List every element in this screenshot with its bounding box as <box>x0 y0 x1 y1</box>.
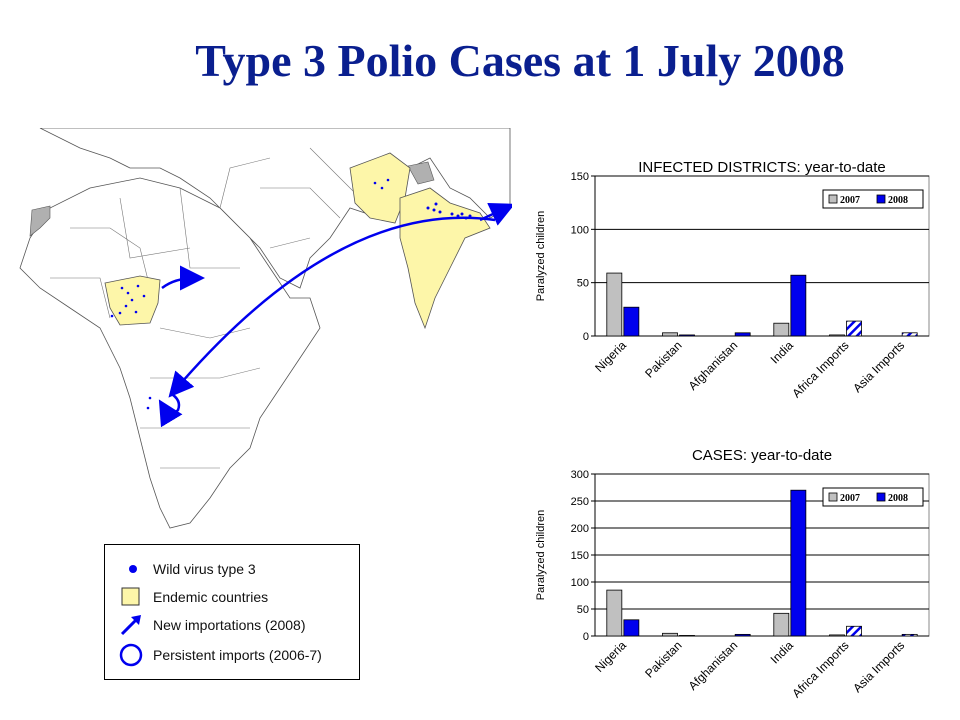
legend-label-2008: 2008 <box>888 195 908 206</box>
import-arrow-nigeria <box>161 265 205 291</box>
bar-2008-india <box>790 274 807 337</box>
landmass-africa <box>19 177 321 529</box>
bar-2008-africa-imports <box>846 625 862 637</box>
legend-label: New importations (2008) <box>153 617 306 633</box>
legend-label: Endemic countries <box>153 589 269 605</box>
legend-label-2007: 2007 <box>840 493 860 504</box>
x-tick-label: Asia Imports <box>850 638 907 695</box>
import-arrow-india-to-africa <box>168 216 496 398</box>
x-tick-label: Nigeria <box>592 638 629 675</box>
y-tick-label: 100 <box>571 577 589 589</box>
bar-2007-africa-imports <box>829 634 845 637</box>
y-tick-label: 300 <box>571 469 589 481</box>
country-borders <box>50 147 361 469</box>
grey-region-asia <box>407 161 435 185</box>
x-tick-label: Nigeria <box>592 338 629 375</box>
x-tick-label: Afghanistan <box>686 638 741 693</box>
bar-2008-india <box>790 489 807 637</box>
legend-row-endemic: Endemic countries <box>105 587 359 607</box>
bar-2007-nigeria <box>606 589 623 637</box>
chart-cases: CASES: year-to-date 0 50 100 150 200 250 300 Par… <box>535 447 930 700</box>
y-tick-label: 200 <box>571 523 589 535</box>
dot-icon <box>129 565 137 573</box>
bar-2007-india <box>773 612 790 637</box>
x-tick-label: Pakistan <box>642 338 684 380</box>
yellow-swatch-icon <box>121 587 140 606</box>
legend-label-2007: 2007 <box>840 195 860 206</box>
legend-row-persistent-imports: Persistent imports (2006-7) <box>105 643 359 667</box>
x-tick-label: Asia Imports <box>850 338 907 395</box>
bar-2008-pakistan <box>679 635 695 637</box>
bar-2008-pakistan <box>679 334 695 337</box>
endemic-india <box>399 187 491 330</box>
import-arrow-india-east <box>479 202 512 226</box>
circle-icon <box>119 643 143 667</box>
x-tick-label: India <box>768 338 797 367</box>
virus-dots <box>110 178 472 410</box>
y-axis-label: Paralyzed children <box>535 510 547 601</box>
y-tick-label: 0 <box>583 331 589 343</box>
bar-2008-nigeria <box>623 306 640 337</box>
legend-swatch-2007 <box>828 194 838 204</box>
legend-label: Persistent imports (2006-7) <box>153 647 322 663</box>
arrow-icon <box>120 615 141 636</box>
chart-legend <box>822 189 924 209</box>
x-tick-label: Africa Imports <box>789 338 851 400</box>
y-axis-label: Paralyzed children <box>535 211 547 302</box>
x-tick-label: India <box>768 638 797 667</box>
legend-swatch-2007 <box>828 492 838 502</box>
bar-2007-pakistan <box>662 332 678 337</box>
legend-row-wild-virus: Wild virus type 3 <box>105 559 359 579</box>
legend-swatch-2008 <box>876 492 886 502</box>
x-tick-label: Pakistan <box>642 638 684 680</box>
bar-2008-afghanistan <box>734 633 751 637</box>
bar-2008-afghanistan <box>734 332 751 337</box>
y-tick-label: 100 <box>571 224 589 236</box>
bar-2008-asia-imports <box>901 332 918 337</box>
map-svg <box>19 128 512 529</box>
bar-2007-pakistan <box>662 632 678 637</box>
bar-2007-india <box>773 322 790 337</box>
legend-label: Wild virus type 3 <box>153 561 256 577</box>
chart-title: INFECTED DISTRICTS: year-to-date <box>638 162 886 176</box>
legend-swatch-2008 <box>876 194 886 204</box>
bar-2007-africa-imports <box>829 334 845 337</box>
y-tick-label: 250 <box>571 496 589 508</box>
chart-title: CASES: year-to-date <box>692 447 832 464</box>
polio-map <box>10 128 512 530</box>
chart-infected-districts: INFECTED DISTRICTS: year-to-date 0 50 100 15… <box>535 162 930 400</box>
bar-2008-nigeria <box>623 619 640 637</box>
x-tick-label: Afghanistan <box>686 338 741 393</box>
persistent-import-loop <box>158 391 183 428</box>
y-tick-label: 50 <box>577 278 589 290</box>
chart-legend <box>822 487 924 507</box>
map-legend: Wild virus type 3 Endemic countries New … <box>104 544 360 680</box>
grey-region-west-africa <box>29 205 51 237</box>
y-tick-label: 150 <box>571 550 589 562</box>
bar-2007-nigeria <box>606 272 623 337</box>
x-tick-label: Africa Imports <box>789 638 851 700</box>
bar-2008-africa-imports <box>846 320 862 337</box>
y-tick-label: 0 <box>583 631 589 643</box>
legend-row-new-importations: New importations (2008) <box>105 615 359 636</box>
page-title: Type 3 Polio Cases at 1 July 2008 <box>195 35 845 86</box>
y-tick-label: 150 <box>571 171 589 183</box>
legend-label-2008: 2008 <box>888 493 908 504</box>
y-tick-label: 50 <box>577 604 589 616</box>
bar-2008-asia-imports <box>901 633 918 637</box>
